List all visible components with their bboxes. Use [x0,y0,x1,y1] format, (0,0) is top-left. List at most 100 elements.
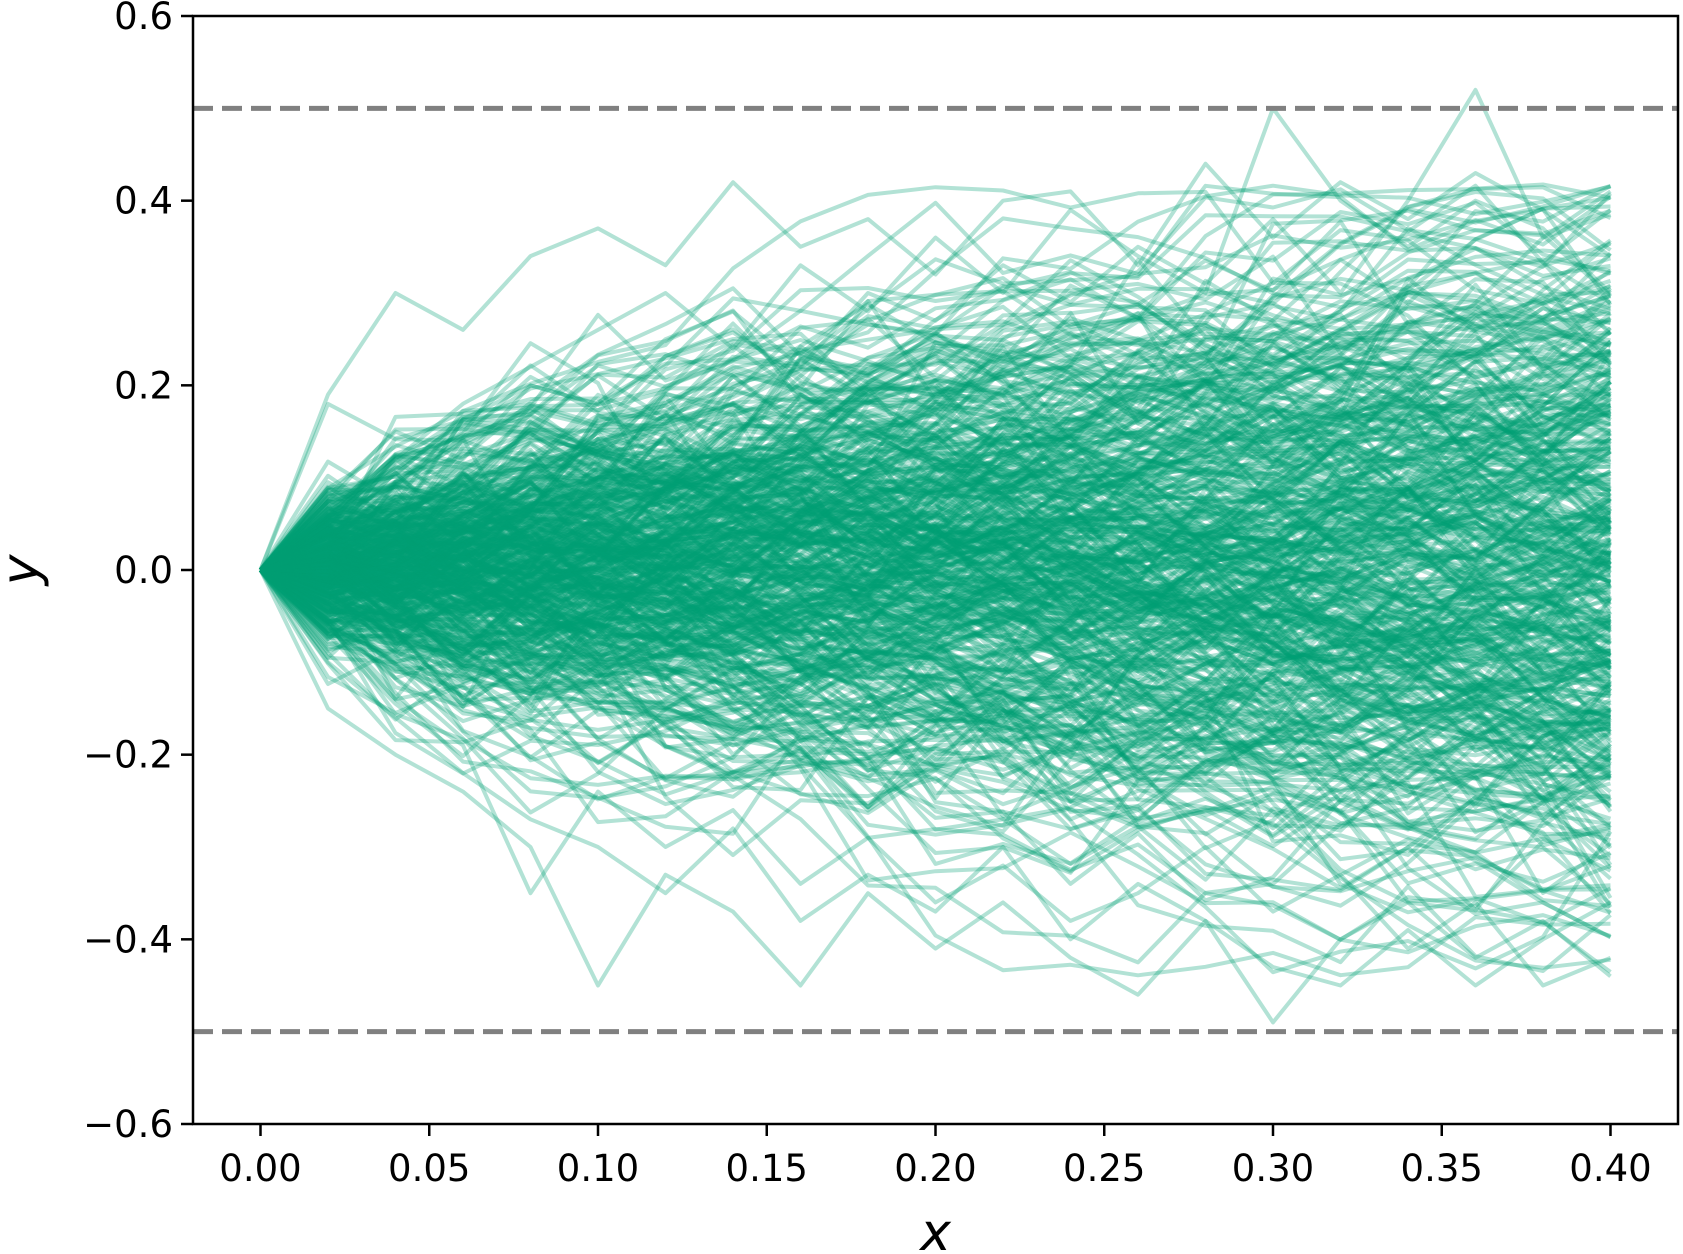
sample-path-65 [260,568,1613,909]
sample-path-490 [259,489,1612,742]
sample-path-284 [259,568,1612,792]
sample-path-21 [260,382,1612,576]
sample-path-484 [259,509,1612,633]
y-tick-label: −0.4 [83,918,173,961]
sample-path-185 [259,510,1611,711]
sample-path-495 [258,486,1612,671]
sample-path-78 [260,358,1612,586]
sample-path-365 [259,533,1612,726]
sample-path-204 [258,528,1611,680]
sample-path-404 [259,489,1611,775]
sample-path-145 [259,550,1611,775]
sample-path-187 [260,321,1611,572]
sample-path-92 [259,226,1611,621]
sample-path-51 [259,459,1612,634]
sample-path-238 [259,484,1611,676]
sample-path-294 [259,536,1612,808]
sample-path-249 [260,568,1611,760]
sample-path-64 [260,431,1611,572]
sample-path-15 [260,568,1612,826]
sample-path-123 [259,499,1612,647]
sample-path-96 [259,436,1612,572]
sample-path-363 [260,450,1611,658]
sample-path-493 [260,469,1613,656]
sample-path-406 [259,355,1612,654]
sample-path-256 [259,449,1611,763]
sample-path-361 [260,563,1612,776]
sample-path-273 [259,310,1612,572]
sample-path-327 [259,329,1612,572]
sample-path-196 [258,363,1612,654]
sample-path-24 [259,568,1611,942]
sample-path-429 [258,329,1612,572]
sample-path-7 [259,438,1612,641]
sample-path-61 [260,517,1611,595]
sample-path-52 [259,509,1612,926]
sample-path-274 [259,486,1611,647]
sample-path-450 [260,568,1612,828]
sample-path-435 [259,391,1611,575]
sample-path-48 [259,529,1612,797]
sample-path-322 [260,386,1612,588]
sample-path-113 [259,568,1611,776]
sample-path-460 [259,345,1612,572]
sample-path-112 [260,549,1613,782]
sample-path-312 [260,361,1612,687]
sample-path-368 [260,471,1611,592]
sample-path-237 [259,484,1612,689]
sample-path-43 [259,195,1612,601]
sample-path-313 [260,540,1612,819]
sample-path-458 [259,414,1613,590]
sample-path-388 [259,562,1612,748]
sample-path-111 [259,283,1612,572]
sample-path-316 [259,216,1611,580]
sample-path-446 [259,568,1612,955]
sample-path-37 [260,520,1612,699]
sample-path-191 [259,406,1612,572]
sample-path-104 [260,547,1611,698]
sample-path-183 [259,504,1611,672]
sample-path-464 [259,527,1612,659]
sample-path-375 [259,411,1613,616]
sample-path-317 [260,514,1611,705]
sample-path-390 [260,445,1612,613]
sample-path-128 [259,410,1612,619]
sample-path-142 [260,527,1612,701]
sample-path-262 [260,529,1612,794]
sample-path-480 [259,373,1611,653]
sample-path-71 [260,478,1612,816]
sample-path-270 [260,187,1612,572]
sample-path-235 [259,312,1612,572]
sample-path-417 [259,449,1612,760]
sample-path-402 [259,320,1612,572]
sample-path-98 [259,428,1613,642]
sample-paths [258,87,1613,1025]
sample-path-169 [259,568,1612,873]
sample-path-174 [259,507,1612,747]
sample-path-200 [259,542,1612,821]
sample-path-268 [259,522,1611,877]
sample-path-154 [260,316,1612,587]
sample-path-475 [259,456,1612,702]
sample-path-182 [259,568,1612,800]
sample-path-131 [260,498,1612,723]
sample-path-114 [259,404,1612,608]
sample-path-299 [260,536,1612,712]
sample-path-72 [259,568,1612,939]
sample-path-498 [259,515,1611,678]
sample-path-441 [259,482,1612,711]
sample-path-16 [259,568,1612,761]
sample-path-165 [259,568,1612,870]
sample-path-201 [259,406,1612,634]
sample-path-344 [260,552,1612,647]
sample-path-143 [260,496,1612,651]
sample-path-468 [260,524,1611,731]
sample-path-217 [259,444,1611,638]
sample-path-338 [260,183,1613,572]
sample-path-424 [260,421,1611,606]
sample-path-46 [260,554,1612,746]
sample-path-202 [260,558,1611,721]
sample-path-259 [259,477,1611,716]
sample-path-177 [260,512,1611,707]
sample-path-321 [259,437,1611,586]
